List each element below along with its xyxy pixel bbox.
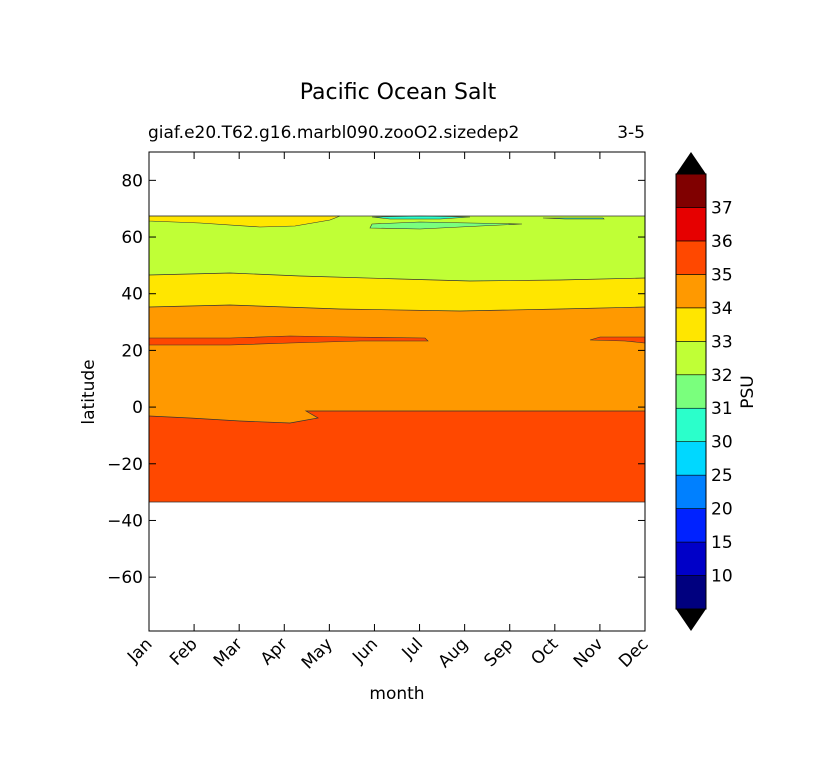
- colorbar-tick-label: 32: [711, 366, 733, 386]
- x-tick-label: Mar: [210, 634, 247, 671]
- colorbar-swatch: [675, 240, 707, 275]
- y-axis: 80 60 40 20 0 −20 −40 −60: [107, 171, 645, 588]
- y-tick-label: −20: [107, 455, 143, 475]
- y-tick-label: 20: [121, 341, 143, 361]
- contour-band-south: [149, 411, 645, 502]
- contour-tongue-left: [148, 335, 429, 346]
- contour-tongue-right: [589, 336, 646, 344]
- x-tick-label: Jul: [398, 634, 427, 663]
- contour-band-subpolar: [149, 216, 645, 281]
- chart-title: Pacific Ocean Salt: [300, 80, 497, 105]
- y-tick-label: 40: [121, 285, 143, 305]
- colorbar-label: PSU: [738, 375, 758, 409]
- contour-lines: [148, 215, 646, 503]
- colorbar-tick-label: 25: [711, 466, 733, 486]
- colorbar-tick-label: 10: [711, 567, 733, 587]
- contour-patch-fresh-1: [369, 221, 523, 230]
- y-tick-label: −40: [107, 511, 143, 531]
- colorbar-swatch: [675, 441, 707, 476]
- colorbar-swatch: [675, 173, 707, 208]
- contour-band-subtropical: [149, 305, 645, 423]
- colorbar-swatch: [675, 341, 707, 376]
- colorbar-swatch: [675, 407, 707, 442]
- x-tick-label: Jun: [348, 634, 382, 668]
- y-tick-label: 60: [121, 228, 143, 248]
- colorbar-tick-label: 30: [711, 433, 733, 453]
- plot-area: [148, 151, 646, 632]
- colorbar-tick-label: 20: [711, 500, 733, 520]
- plot-frame: [148, 151, 646, 632]
- x-tick-label: Sep: [480, 634, 517, 671]
- colorbar-tick-label: 37: [711, 198, 733, 218]
- x-tick-label: Aug: [435, 634, 473, 672]
- colorbar-tick-label: 36: [711, 232, 733, 252]
- x-tick-label: Nov: [570, 634, 608, 672]
- chart-subtitle-right: 3-5: [617, 123, 645, 143]
- x-tick-label: Apr: [257, 634, 292, 669]
- x-axis-label: month: [369, 684, 424, 704]
- contour-fills: [148, 215, 646, 502]
- colorbar-extend-top: [676, 152, 706, 174]
- colorbar-tick-label: 31: [711, 399, 733, 419]
- colorbar-tick-label: 34: [711, 299, 733, 319]
- colorbar: 10 15 20 25 30 31 32 33 34 35 36 37: [675, 152, 733, 631]
- colorbar-swatch: [675, 274, 707, 309]
- contour-band-midlat: [149, 273, 645, 311]
- y-tick-label: 80: [121, 171, 143, 191]
- colorbar-swatch: [675, 307, 707, 342]
- chart-subtitle-left: giaf.e20.T62.g16.marbl090.zooO2.sizedep2: [148, 123, 519, 143]
- colorbar-tick-label: 15: [711, 533, 733, 553]
- colorbar-swatch: [675, 508, 707, 543]
- colorbar-swatch: [675, 474, 707, 509]
- y-axis-label: latitude: [79, 359, 99, 424]
- y-tick-label: −60: [107, 568, 143, 588]
- colorbar-frame: [675, 173, 707, 610]
- x-tick-label: May: [298, 634, 337, 673]
- x-tick-label: Dec: [615, 634, 652, 671]
- contour-patch-fresh-3: [542, 217, 605, 220]
- colorbar-tick-label: 35: [711, 265, 733, 285]
- x-tick-label: Jan: [123, 634, 156, 667]
- colorbar-swatch: [675, 207, 707, 242]
- x-tick-label: Oct: [527, 634, 562, 669]
- colorbar-swatch: [675, 575, 707, 610]
- colorbar-tick-label: 33: [711, 332, 733, 352]
- colorbar-swatch: [675, 374, 707, 409]
- contour-patch-north-yellow: [148, 215, 341, 228]
- colorbar-swatch: [675, 541, 707, 576]
- x-tick-label: Feb: [166, 634, 201, 669]
- y-tick-label: 0: [132, 398, 143, 418]
- colorbar-extend-bottom: [676, 609, 706, 631]
